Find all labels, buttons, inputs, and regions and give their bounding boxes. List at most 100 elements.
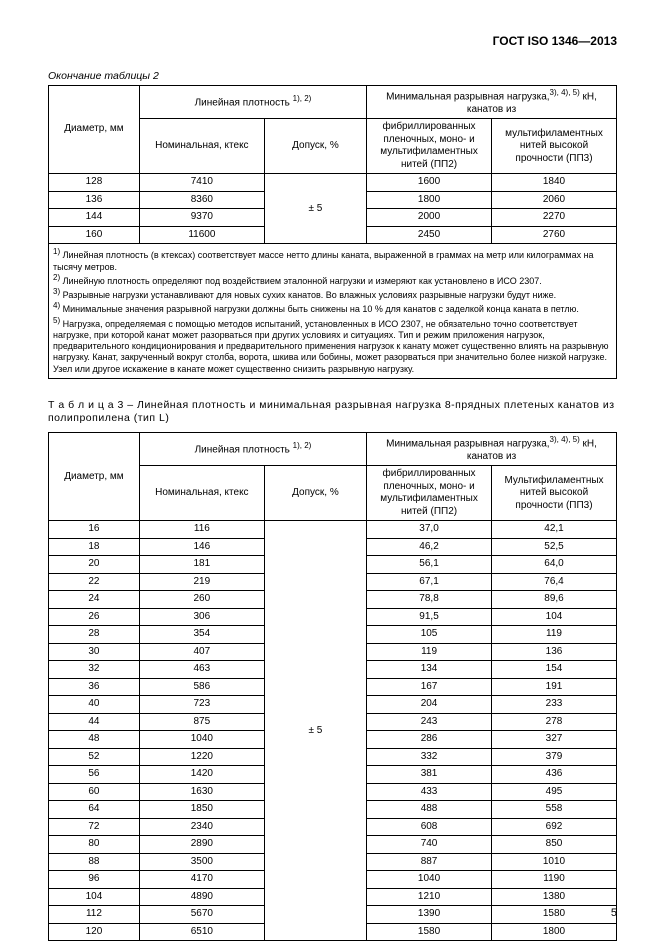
cell-pp2: 2000: [367, 209, 492, 227]
cell-diameter: 112: [49, 906, 140, 924]
cell-nominal: 354: [139, 626, 264, 644]
cell-diameter: 44: [49, 713, 140, 731]
th3-lindensity-sup: 1), 2): [293, 441, 312, 450]
cell-tolerance: ± 5: [264, 174, 366, 244]
cell-nominal: 219: [139, 573, 264, 591]
cell-pp2: 1040: [367, 871, 492, 889]
cell-pp3: 1380: [492, 888, 617, 906]
cell-pp3: 1580: [492, 906, 617, 924]
cell-pp3: 233: [492, 696, 617, 714]
table3-title: Т а б л и ц а 3 – Линейная плотность и м…: [48, 399, 617, 426]
cell-diameter: 72: [49, 818, 140, 836]
th3-tolerance: Допуск, %: [264, 466, 366, 521]
cell-diameter: 24: [49, 591, 140, 609]
cell-nominal: 4170: [139, 871, 264, 889]
cell-pp3: 42,1: [492, 521, 617, 539]
cell-pp3: 52,5: [492, 538, 617, 556]
cell-pp3: 2760: [492, 226, 617, 244]
n5: Нагрузка, определяемая с помощью методов…: [53, 319, 609, 374]
cell-pp2: 433: [367, 783, 492, 801]
cell-nominal: 9370: [139, 209, 264, 227]
cell-pp3: 154: [492, 661, 617, 679]
cell-diameter: 120: [49, 923, 140, 941]
cell-nominal: 260: [139, 591, 264, 609]
cell-pp2: 46,2: [367, 538, 492, 556]
cell-nominal: 407: [139, 643, 264, 661]
cell-diameter: 80: [49, 836, 140, 854]
table3-title-prefix: Т а б л и ц а 3: [48, 399, 124, 411]
cell-pp3: 1800: [492, 923, 617, 941]
cell-nominal: 116: [139, 521, 264, 539]
table2-notes: 1) Линейная плотность (в ктексах) соотве…: [49, 244, 617, 379]
th-pp2: фибриллированных пленочных, моно- и муль…: [367, 119, 492, 174]
cell-nominal: 146: [139, 538, 264, 556]
cell-pp2: 286: [367, 731, 492, 749]
cell-diameter: 60: [49, 783, 140, 801]
cell-pp2: 1580: [367, 923, 492, 941]
cell-diameter: 104: [49, 888, 140, 906]
cell-diameter: 36: [49, 678, 140, 696]
n2: Линейную плотность определяют под воздей…: [60, 276, 542, 286]
cell-pp2: 1600: [367, 174, 492, 192]
cell-nominal: 463: [139, 661, 264, 679]
cell-pp2: 91,5: [367, 608, 492, 626]
cell-pp3: 2060: [492, 191, 617, 209]
cell-pp3: 1190: [492, 871, 617, 889]
cell-tolerance: ± 5: [264, 521, 366, 941]
cell-pp2: 243: [367, 713, 492, 731]
th3-pp3: Мультифиламентных нитей высокой прочност…: [492, 466, 617, 521]
th3-diameter: Диаметр, мм: [49, 433, 140, 521]
cell-pp2: 119: [367, 643, 492, 661]
page-number: 5: [611, 907, 617, 919]
table-row: 16116± 537,042,1: [49, 521, 617, 539]
th-diameter: Диаметр, мм: [49, 86, 140, 174]
cell-diameter: 136: [49, 191, 140, 209]
cell-diameter: 96: [49, 871, 140, 889]
cell-nominal: 2340: [139, 818, 264, 836]
cell-pp2: 105: [367, 626, 492, 644]
cell-pp3: 327: [492, 731, 617, 749]
cell-nominal: 1420: [139, 766, 264, 784]
cell-diameter: 128: [49, 174, 140, 192]
th-lindensity-sup: 1), 2): [293, 94, 312, 103]
cell-diameter: 64: [49, 801, 140, 819]
cell-diameter: 144: [49, 209, 140, 227]
th-minbreak: Минимальная разрывная нагрузка,3), 4), 5…: [367, 86, 617, 119]
cell-diameter: 52: [49, 748, 140, 766]
cell-pp3: 1010: [492, 853, 617, 871]
cell-diameter: 26: [49, 608, 140, 626]
cell-nominal: 7410: [139, 174, 264, 192]
cell-diameter: 56: [49, 766, 140, 784]
cell-nominal: 8360: [139, 191, 264, 209]
cell-pp3: 278: [492, 713, 617, 731]
cell-pp3: 379: [492, 748, 617, 766]
cell-pp2: 67,1: [367, 573, 492, 591]
th3-nominal: Номинальная, ктекс: [139, 466, 264, 521]
th3-minbreak-text: Минимальная разрывная нагрузка,: [386, 438, 549, 449]
cell-pp2: 740: [367, 836, 492, 854]
n4: Минимальные значения разрывной нагрузки …: [60, 304, 579, 314]
cell-diameter: 88: [49, 853, 140, 871]
cell-pp2: 1210: [367, 888, 492, 906]
th-minbreak-sup: 3), 4), 5): [550, 88, 580, 97]
cell-diameter: 32: [49, 661, 140, 679]
cell-pp2: 2450: [367, 226, 492, 244]
cell-pp3: 76,4: [492, 573, 617, 591]
th3-lindensity-text: Линейная плотность: [195, 445, 290, 456]
cell-nominal: 3500: [139, 853, 264, 871]
cell-diameter: 48: [49, 731, 140, 749]
cell-nominal: 723: [139, 696, 264, 714]
cell-pp2: 1390: [367, 906, 492, 924]
cell-pp2: 332: [367, 748, 492, 766]
cell-nominal: 181: [139, 556, 264, 574]
cell-pp3: 64,0: [492, 556, 617, 574]
cell-pp3: 850: [492, 836, 617, 854]
cell-pp2: 37,0: [367, 521, 492, 539]
n3: Разрывные нагрузки устанавливают для нов…: [60, 290, 556, 300]
cell-nominal: 1220: [139, 748, 264, 766]
cell-pp3: 89,6: [492, 591, 617, 609]
cell-pp3: 2270: [492, 209, 617, 227]
cell-pp2: 488: [367, 801, 492, 819]
cell-diameter: 160: [49, 226, 140, 244]
cell-pp2: 134: [367, 661, 492, 679]
